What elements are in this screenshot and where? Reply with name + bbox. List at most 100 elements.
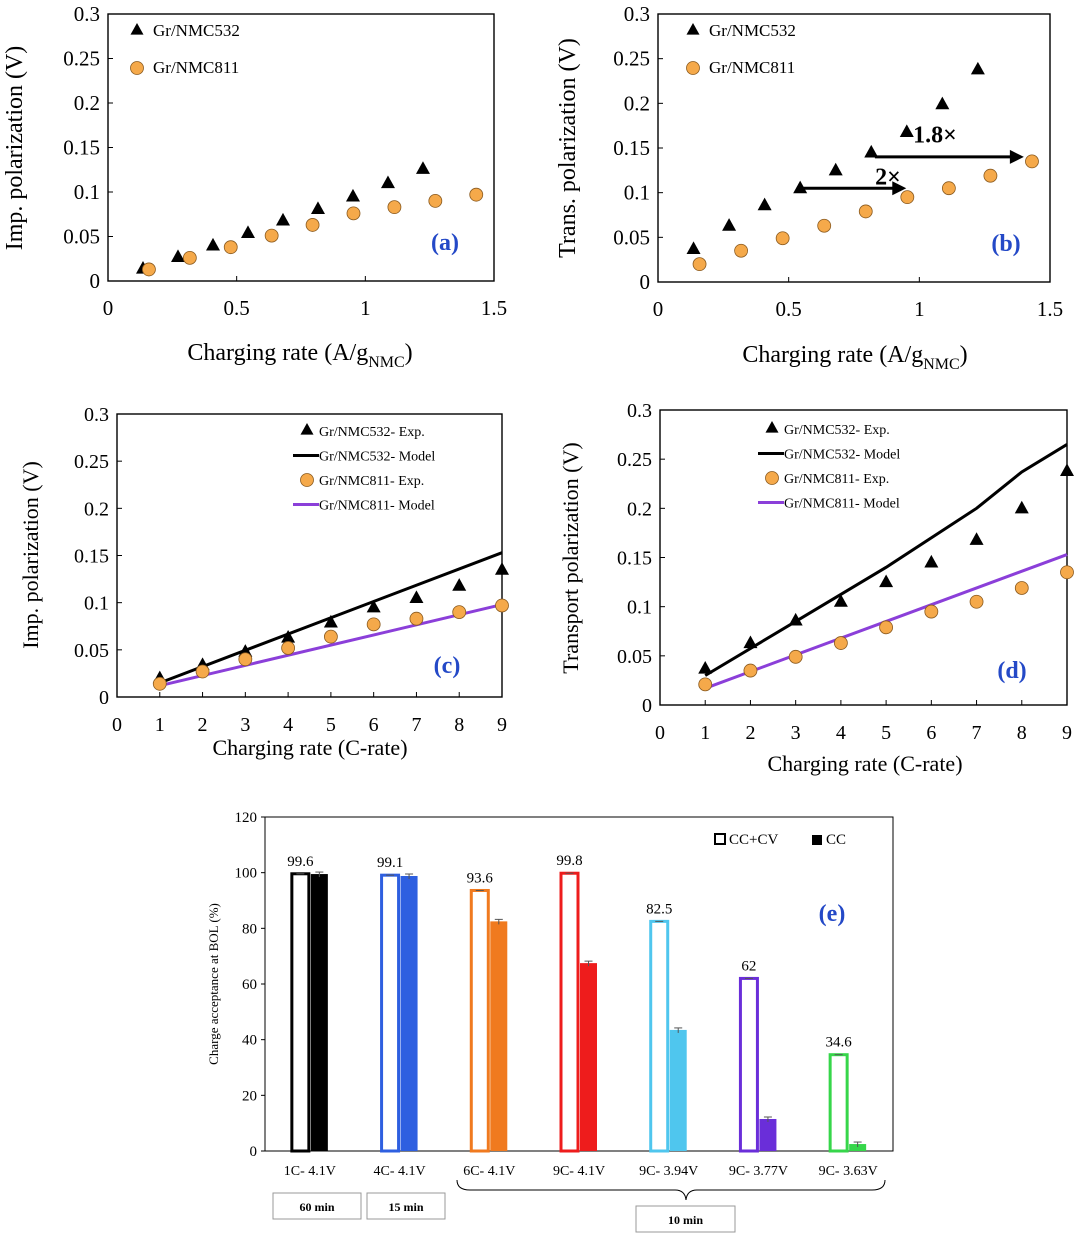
bar-cc-cv xyxy=(380,873,401,1153)
y-tick-label: 0.15 xyxy=(617,548,652,570)
data-point-circle xyxy=(817,218,832,233)
y-tick-label: 0 xyxy=(640,270,651,294)
y-tick-label: 0.05 xyxy=(63,225,100,249)
y-tick-label: 0 xyxy=(250,1144,258,1160)
data-point-circle xyxy=(469,187,484,202)
group-label: 60 min xyxy=(299,1200,334,1214)
bar-cc xyxy=(490,921,508,1151)
y-tick-label: 0.2 xyxy=(624,91,650,115)
legend-label: Gr/NMC532 xyxy=(709,21,796,40)
legend-label: CC xyxy=(826,832,846,848)
data-point-circle xyxy=(366,617,381,632)
data-point-triangle xyxy=(380,175,395,189)
bar-cc-cv xyxy=(290,872,311,1153)
x-tick-label: 0 xyxy=(655,722,665,744)
x-tick-label: 8 xyxy=(454,714,464,736)
panel-d: 0 0.05 0.1 0.15 0.2 0.25 0.3 0 1 2 3 4 5 6 7 8 9 Charging… xyxy=(558,400,1074,776)
data-point-circle xyxy=(1025,154,1039,169)
bar-cc-cv xyxy=(828,1053,849,1153)
y-tick-label: 0.05 xyxy=(617,646,652,668)
legend-triangle-icon xyxy=(130,22,144,35)
data-point-triangle xyxy=(686,241,701,254)
x-tick-label: 5 xyxy=(326,714,336,736)
y-tick-label: 40 xyxy=(242,1033,257,1049)
data-point-circle xyxy=(698,677,713,692)
y-tick-label: 0.05 xyxy=(74,640,109,662)
data-point-circle xyxy=(788,649,803,664)
legend-circle-icon xyxy=(765,471,779,485)
x-tick-label: 2 xyxy=(198,714,208,736)
y-tick-label: 0.1 xyxy=(84,593,109,615)
data-point-circle xyxy=(941,181,956,196)
data-point-triangle xyxy=(924,554,939,568)
legend-circle-icon xyxy=(130,61,144,75)
group-label-box xyxy=(635,1205,736,1233)
x-tick-label: 7 xyxy=(411,714,421,736)
x-tick-label: 0.5 xyxy=(776,297,802,321)
legend-triangle-icon xyxy=(686,22,700,35)
bar-cc-cv xyxy=(738,976,759,1153)
y-tick-label: 60 xyxy=(242,977,257,993)
data-point-triangle xyxy=(409,590,424,603)
x-tick-label: 4 xyxy=(283,714,293,736)
data-point-circle xyxy=(281,641,296,655)
y-tick-label: 0.15 xyxy=(63,136,100,160)
x-axis-label: Charging rate (A/gNMC) xyxy=(187,340,412,371)
legend-label: Gr/NMC811 xyxy=(153,58,239,77)
annotation-arrow-head xyxy=(1009,149,1024,164)
y-tick-label: 0.15 xyxy=(74,546,109,568)
y-axis-label: Charge acceptance at BOL (%) xyxy=(206,903,221,1065)
legend-label: CC+CV xyxy=(729,832,778,848)
bar-cc-cv xyxy=(469,888,490,1153)
data-point-circle xyxy=(858,204,873,219)
y-tick-label: 0.25 xyxy=(74,451,109,473)
bar-value-label: 99.1 xyxy=(377,855,403,871)
data-point-triangle xyxy=(323,614,338,628)
data-point-circle xyxy=(195,664,210,679)
x-axis-label: Charging rate (A/gNMC) xyxy=(742,342,967,373)
y-tick-label: 0.25 xyxy=(613,47,650,71)
data-point-triangle xyxy=(757,197,772,211)
x-axis-label-main: Charging rate (A/g xyxy=(187,340,368,366)
data-point-triangle xyxy=(275,212,290,226)
data-point-circle xyxy=(142,262,156,277)
data-point-triangle xyxy=(281,630,296,643)
x-tick-label: 1C- 4.1V xyxy=(284,1164,336,1179)
data-point-circle xyxy=(734,243,749,258)
data-point-circle xyxy=(346,206,361,221)
legend-triangle-icon xyxy=(765,420,779,433)
x-tick-label: 3 xyxy=(240,714,250,736)
y-tick-label: 0.25 xyxy=(617,449,652,471)
data-point-circle xyxy=(305,218,320,232)
data-point-circle xyxy=(387,200,402,215)
data-point-circle xyxy=(223,240,238,255)
y-tick-label: 120 xyxy=(235,810,258,826)
bar-cc xyxy=(310,874,328,1151)
x-axis-label: Charging rate (C-rate) xyxy=(767,751,962,776)
panel-label: (c) xyxy=(434,653,461,679)
model-line-gr-nmc811-model xyxy=(159,603,503,688)
annotation-label: 1.8× xyxy=(913,123,957,149)
data-point-circle xyxy=(409,611,424,626)
y-axis-label: Trans. polarization (V) xyxy=(555,38,581,258)
data-point-triangle xyxy=(969,532,984,545)
bar-cc-cv xyxy=(559,871,580,1153)
y-tick-label: 0.2 xyxy=(627,498,652,520)
x-axis-label-main: Charging rate (C-rate) xyxy=(212,735,407,760)
y-tick-label: 80 xyxy=(242,921,257,937)
y-axis-label: Imp. polarization (V) xyxy=(2,46,28,251)
data-point-circle xyxy=(983,168,998,183)
x-tick-label: 1.5 xyxy=(1037,297,1063,321)
data-point-triangle xyxy=(415,161,430,174)
y-tick-label: 0.3 xyxy=(84,404,109,426)
x-axis-label: Charging rate (C-rate) xyxy=(212,735,407,760)
y-tick-label: 0 xyxy=(642,695,652,717)
data-point-circle xyxy=(182,250,197,265)
x-tick-label: 6 xyxy=(369,714,379,736)
data-point-triangle xyxy=(743,635,758,649)
legend-label: Gr/NMC811- Model xyxy=(784,497,900,512)
x-tick-label: 0 xyxy=(112,714,122,736)
data-point-circle xyxy=(264,228,279,243)
panel-e: 0 20 40 60 80 100 120 Charge acceptance at BOL … xyxy=(206,810,894,1233)
legend: Gr/NMC532 Gr/NMC811 xyxy=(686,21,796,77)
